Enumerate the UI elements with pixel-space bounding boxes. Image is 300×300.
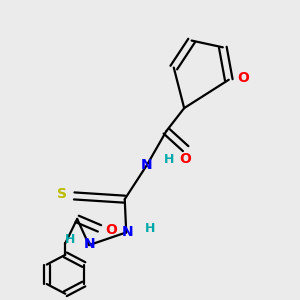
- Text: S: S: [57, 187, 67, 201]
- Text: N: N: [122, 225, 134, 239]
- Text: H: H: [164, 153, 175, 166]
- Text: O: O: [180, 152, 192, 166]
- Text: H: H: [64, 233, 75, 246]
- Text: O: O: [105, 223, 117, 237]
- Text: N: N: [83, 237, 95, 251]
- Text: N: N: [141, 158, 153, 172]
- Text: O: O: [237, 71, 249, 85]
- Text: H: H: [145, 222, 155, 235]
